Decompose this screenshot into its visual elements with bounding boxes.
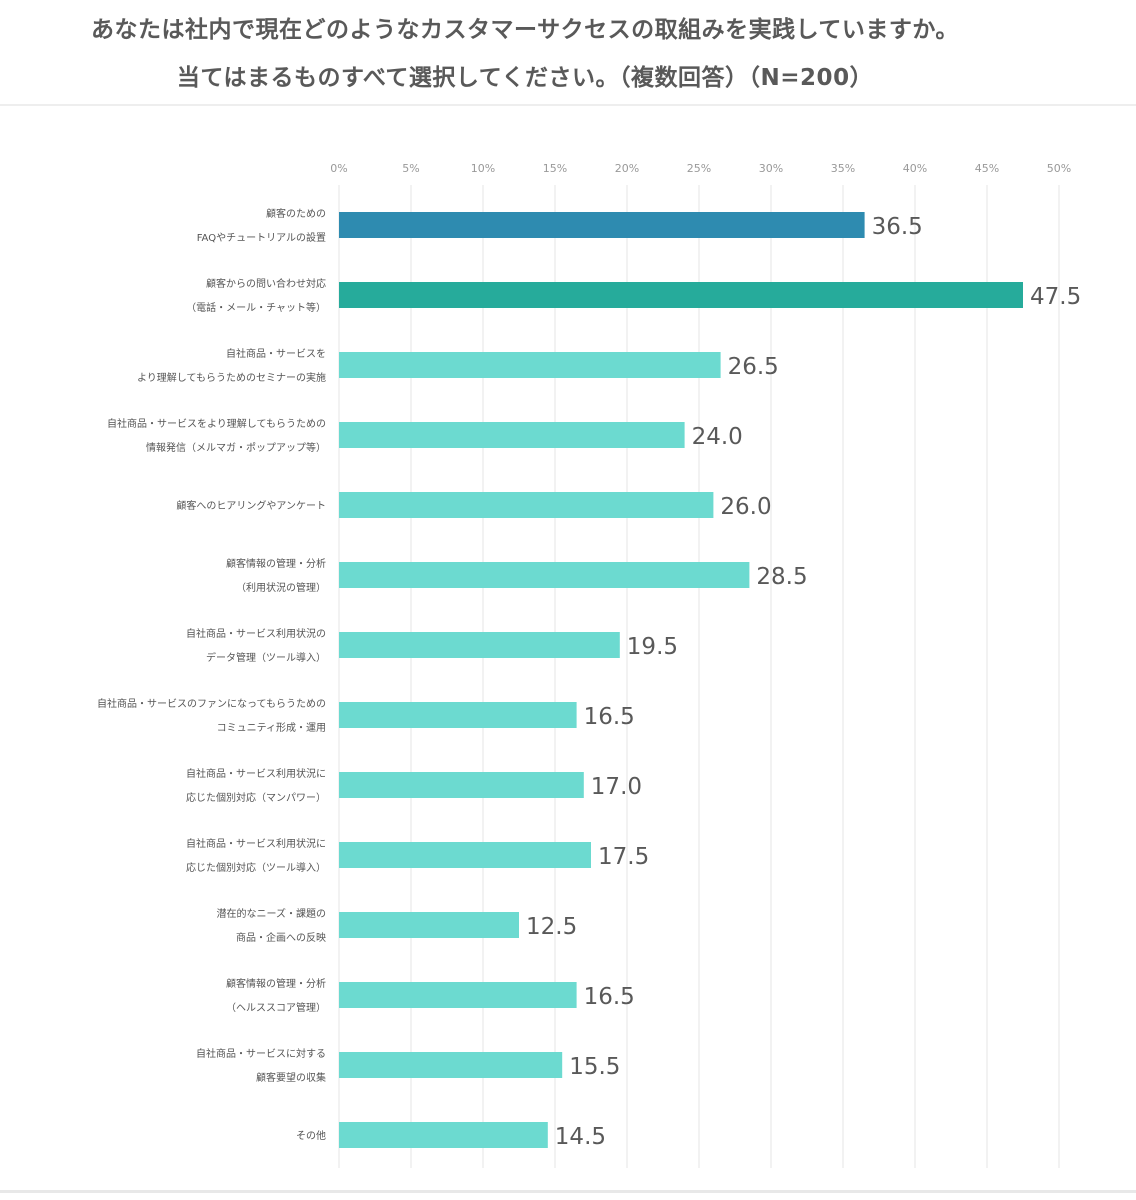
bar-2 <box>339 282 1023 308</box>
category-label: コミュニティ形成・運用 <box>217 722 326 734</box>
value-label: 17.5 <box>598 844 649 870</box>
category-label: 自社商品・サービスをより理解してもらうための <box>107 417 326 430</box>
category-label: データ管理（ツール導入） <box>206 651 326 664</box>
category-label: 自社商品・サービス利用状況の <box>186 627 326 640</box>
x-tick-label: 15% <box>543 162 567 175</box>
value-label: 24.0 <box>692 424 743 450</box>
category-label: （電話・メール・チャット等） <box>186 301 326 314</box>
category-label: 応じた個別対応（ツール導入） <box>186 861 326 874</box>
value-label: 12.5 <box>526 914 577 940</box>
chart-header: あなたは社内で現在どのようなカスタマーサクセスの取組みを実践していますか。 当て… <box>0 0 1136 104</box>
category-label: 顧客からの問い合わせ対応 <box>206 277 326 290</box>
category-label: その他 <box>296 1129 326 1142</box>
x-tick-label: 20% <box>615 162 639 175</box>
category-label: FAQやチュートリアルの設置 <box>197 231 326 244</box>
category-label: 情報発信（メルマガ・ポップアップ等） <box>146 441 326 454</box>
x-tick-label: 35% <box>831 162 855 175</box>
bar-6 <box>339 562 750 588</box>
x-tick-label: 0% <box>330 162 347 175</box>
category-label: 顧客要望の収集 <box>256 1071 326 1084</box>
bar-13 <box>339 1052 563 1078</box>
chart-title-line-2: 当てはまるものすべて選択してください。（複数回答）（N=200） <box>176 65 874 91</box>
header-divider <box>0 104 1136 106</box>
category-label: 自社商品・サービスを <box>226 347 326 360</box>
bar-10 <box>339 842 591 868</box>
x-tick-label: 45% <box>975 162 999 175</box>
x-tick-label: 25% <box>687 162 711 175</box>
category-label: 自社商品・サービス利用状況に <box>186 767 326 780</box>
category-label: 自社商品・サービスに対する <box>196 1047 326 1060</box>
value-label: 26.5 <box>728 354 779 380</box>
x-tick-label: 30% <box>759 162 783 175</box>
bar-3 <box>339 352 721 378</box>
category-label: 潜在的なニーズ・課題の <box>217 907 327 920</box>
value-label: 15.5 <box>569 1054 620 1080</box>
x-tick-label: 5% <box>402 162 419 175</box>
bar-7 <box>339 632 620 658</box>
chart-title-line-1: あなたは社内で現在どのようなカスタマーサクセスの取組みを実践していますか。 <box>91 17 959 43</box>
value-label: 28.5 <box>756 564 807 590</box>
bar-11 <box>339 912 519 938</box>
value-label: 16.5 <box>584 984 635 1010</box>
bar-4 <box>339 422 685 448</box>
category-label: （利用状況の管理） <box>236 581 326 594</box>
category-label: 自社商品・サービス利用状況に <box>186 837 326 850</box>
category-label: 顧客のための <box>266 207 326 220</box>
bar-14 <box>339 1122 548 1148</box>
value-label: 17.0 <box>591 774 642 800</box>
category-label: 顧客情報の管理・分析 <box>226 977 326 990</box>
category-label: 顧客へのヒアリングやアンケート <box>176 499 326 512</box>
category-label: 応じた個別対応（マンパワー） <box>186 791 326 804</box>
category-label: より理解してもらうためのセミナーの実施 <box>137 371 326 384</box>
value-label: 36.5 <box>872 214 923 240</box>
category-label: 顧客情報の管理・分析 <box>226 557 326 570</box>
category-label: 商品・企画への反映 <box>236 931 326 944</box>
bar-8 <box>339 702 577 728</box>
bar-1 <box>339 212 865 238</box>
value-label: 26.0 <box>720 494 771 520</box>
footer-divider <box>0 1190 1136 1193</box>
value-label: 16.5 <box>584 704 635 730</box>
x-tick-label: 10% <box>471 162 495 175</box>
bar-12 <box>339 982 577 1008</box>
category-label: 自社商品・サービスのファンになってもらうための <box>97 697 326 710</box>
value-label: 47.5 <box>1030 284 1081 310</box>
value-label: 19.5 <box>627 634 678 660</box>
value-label: 14.5 <box>555 1124 606 1150</box>
bar-9 <box>339 772 584 798</box>
x-tick-label: 50% <box>1047 162 1071 175</box>
category-label: （ヘルススコア管理） <box>226 1001 326 1014</box>
bar-5 <box>339 492 714 518</box>
x-tick-label: 40% <box>903 162 927 175</box>
